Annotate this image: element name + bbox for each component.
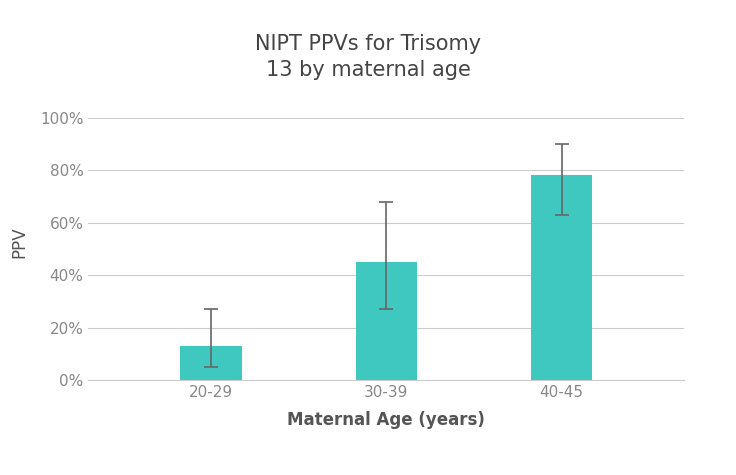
Y-axis label: PPV: PPV: [11, 227, 29, 258]
X-axis label: Maternal Age (years): Maternal Age (years): [288, 411, 485, 429]
Bar: [531, 175, 592, 380]
Bar: [355, 262, 417, 380]
Bar: [180, 346, 241, 380]
Text: NIPT PPVs for Trisomy
13 by maternal age: NIPT PPVs for Trisomy 13 by maternal age: [255, 34, 481, 80]
